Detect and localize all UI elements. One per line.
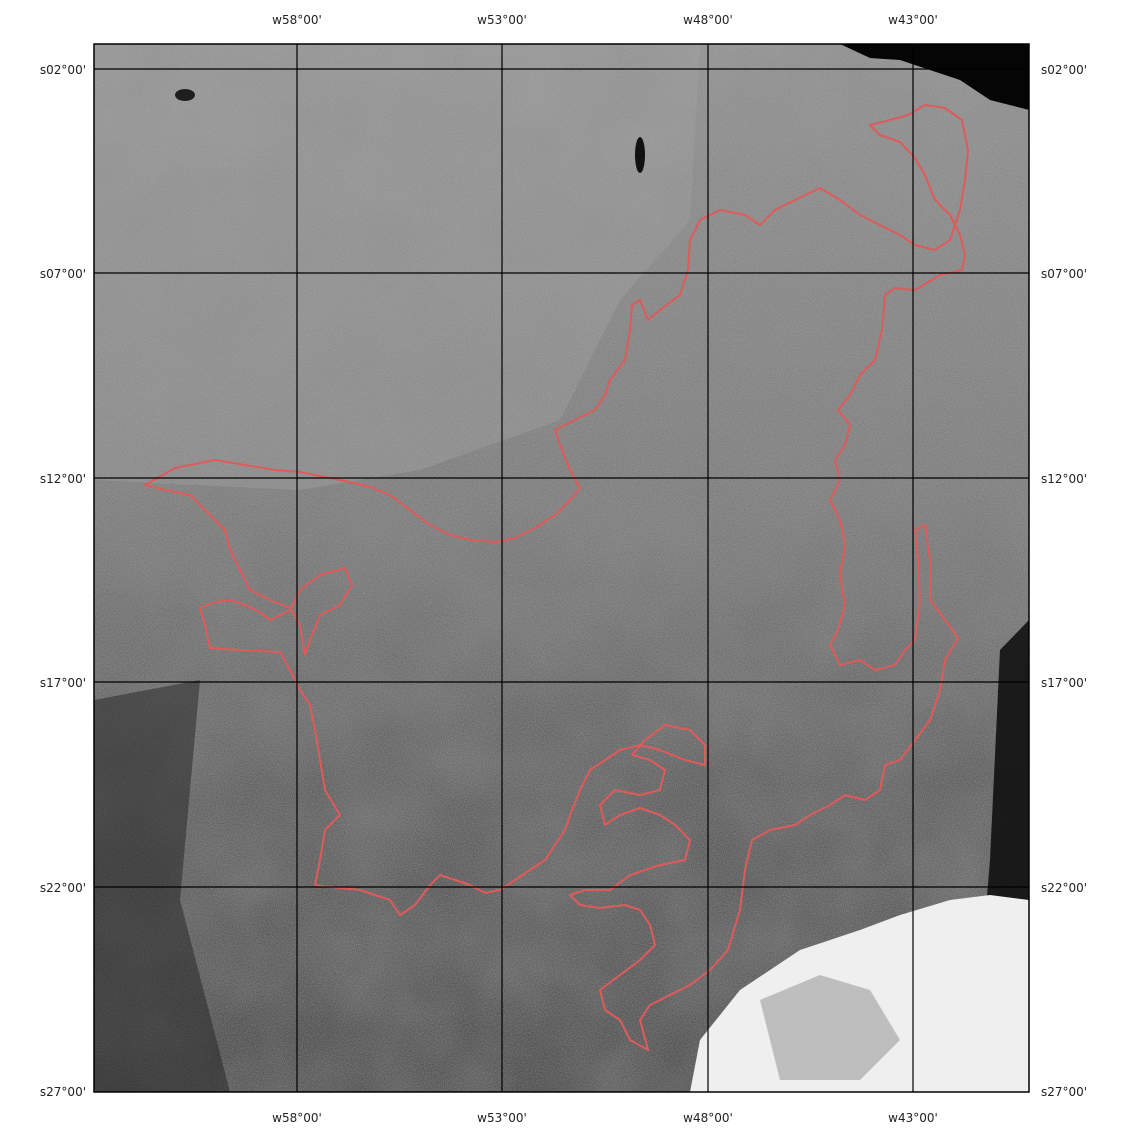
latitude-label-right: s02°00': [1041, 63, 1087, 77]
latitude-label-right: s22°00': [1041, 881, 1087, 895]
longitude-label-top: w43°00': [888, 13, 938, 27]
latitude-label-left: s12°00': [40, 472, 86, 486]
latitude-label-right: s12°00': [1041, 472, 1087, 486]
longitude-label-top: w53°00': [477, 13, 527, 27]
latitude-label-right: s17°00': [1041, 676, 1087, 690]
lake-feature: [635, 137, 645, 173]
latitude-label-left: s22°00': [40, 881, 86, 895]
latitude-label-left: s17°00': [40, 676, 86, 690]
latitude-label-left: s07°00': [40, 267, 86, 281]
longitude-label-bottom: w43°00': [888, 1111, 938, 1125]
latitude-label-left: s02°00': [40, 63, 86, 77]
longitude-label-top: w48°00': [683, 13, 733, 27]
longitude-label-bottom: w48°00': [683, 1111, 733, 1125]
lake-feature: [175, 89, 195, 101]
longitude-label-bottom: w58°00': [272, 1111, 322, 1125]
latitude-label-left: s27°00': [40, 1085, 86, 1099]
ocean-northeast: [840, 44, 1029, 110]
cloud-cover-patch: [760, 975, 900, 1080]
pixel-grain: [94, 44, 1029, 1092]
dark-region-southwest: [94, 680, 230, 1092]
latitude-label-right: s27°00': [1041, 1085, 1087, 1099]
map-frame: [93, 43, 1030, 1093]
region-boundary: [144, 104, 969, 1051]
latitude-label-right: s07°00': [1041, 267, 1087, 281]
longitude-label-bottom: w53°00': [477, 1111, 527, 1125]
longitude-label-top: w58°00': [272, 13, 322, 27]
graticule: [94, 44, 1029, 1092]
